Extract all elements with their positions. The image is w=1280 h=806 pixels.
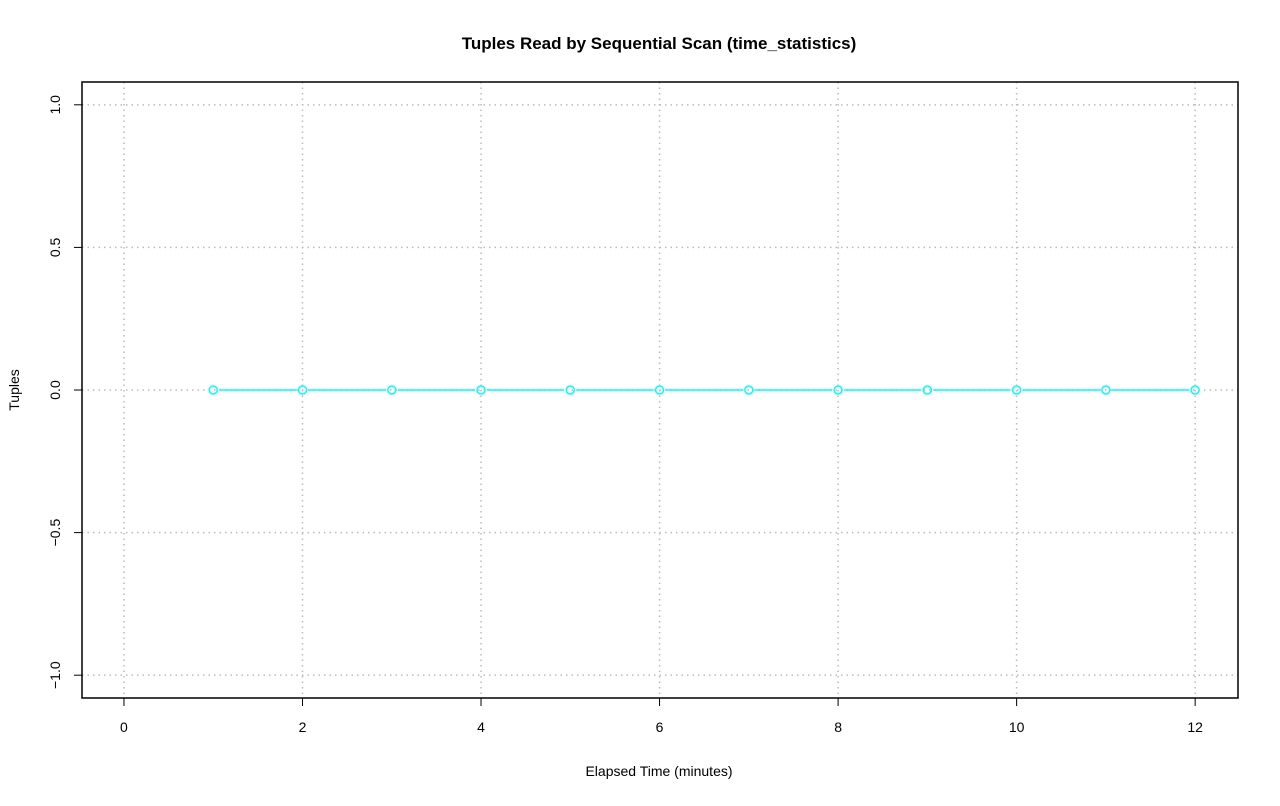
data-point [476, 385, 486, 395]
x-tick-label: 2 [299, 719, 307, 735]
data-point [833, 385, 843, 395]
series [208, 385, 1200, 395]
chart-title: Tuples Read by Sequential Scan (time_sta… [462, 34, 857, 53]
y-tick-label: −0.5 [47, 519, 63, 547]
data-point [1101, 385, 1111, 395]
x-tick-label: 10 [1009, 719, 1025, 735]
data-point [387, 385, 397, 395]
data-point [922, 385, 933, 395]
y-tick-label: 0.0 [47, 380, 63, 400]
y-tick-label: −1.0 [47, 661, 63, 689]
x-tick-label: 8 [834, 719, 842, 735]
data-point [565, 385, 576, 395]
x-tick-label: 4 [477, 719, 485, 735]
x-tick-label: 12 [1187, 719, 1203, 735]
y-tick-label: 0.5 [47, 237, 63, 257]
data-point [208, 385, 218, 395]
data-point [1190, 385, 1200, 395]
data-point [1011, 385, 1022, 395]
data-point [654, 385, 665, 395]
y-axis-label: Tuples [6, 369, 22, 411]
x-tick-label: 0 [120, 719, 128, 735]
axes: 0 2 4 6 8 10 12 −1.0 −0.5 0.0 0.5 1.0 [47, 95, 1203, 735]
x-axis-label: Elapsed Time (minutes) [585, 763, 732, 779]
data-point [297, 385, 308, 395]
x-tick-label: 6 [656, 719, 664, 735]
data-point [744, 385, 754, 395]
y-tick-label: 1.0 [47, 95, 63, 115]
